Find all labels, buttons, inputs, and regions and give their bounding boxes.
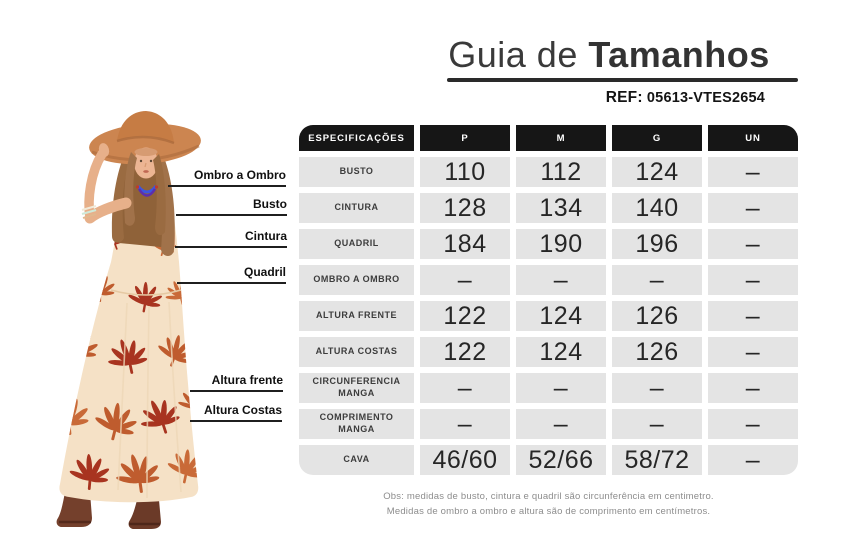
measure-label-busto: Busto: [176, 197, 287, 217]
cell-busto-un: –: [708, 157, 798, 187]
cell-busto-m: 112: [516, 157, 606, 187]
row-label-altura-frente: ALTURA FRENTE: [299, 301, 414, 331]
reference-value: 05613-VTES2654: [646, 90, 765, 107]
cell-busto-p: 110: [420, 157, 510, 187]
table-header-un: UN: [708, 125, 798, 151]
measure-label-ombro-a-ombro: Ombro a Ombro: [168, 168, 286, 188]
cell-comprimento-manga-p: –: [420, 409, 510, 439]
cell-comprimento-manga-m: –: [516, 409, 606, 439]
cell-altura-frente-un: –: [708, 301, 798, 331]
reference-line: REF: 05613-VTES2654: [420, 89, 798, 107]
cell-altura-costas-g: 126: [612, 337, 702, 367]
cell-circunferencia-manga-m: –: [516, 373, 606, 403]
cell-quadril-g: 196: [612, 229, 702, 259]
cell-quadril-un: –: [708, 229, 798, 259]
measure-label-cintura: Cintura: [175, 229, 287, 249]
cell-ombro-m: –: [516, 265, 606, 295]
table-header-g: G: [612, 125, 702, 151]
footnote-line-1: Obs: medidas de busto, cintura e quadril…: [383, 491, 714, 502]
measure-label-text: Altura frente: [211, 373, 283, 387]
cell-cintura-g: 140: [612, 193, 702, 223]
page-title-bold: Tamanhos: [588, 34, 770, 75]
cell-ombro-g: –: [612, 265, 702, 295]
cell-ombro-un: –: [708, 265, 798, 295]
cell-cava-m: 52/66: [516, 445, 606, 475]
table-header-especificacoes: ESPECIFICAÇÕES: [299, 125, 414, 151]
measure-label-altura-costas: Altura Costas: [190, 403, 282, 423]
cell-altura-costas-un: –: [708, 337, 798, 367]
measure-label-text: Cintura: [245, 229, 287, 243]
cell-quadril-m: 190: [516, 229, 606, 259]
row-label-cava: CAVA: [299, 445, 414, 475]
dress: [59, 197, 199, 503]
measure-label-text: Altura Costas: [203, 403, 282, 417]
cell-comprimento-manga-g: –: [612, 409, 702, 439]
raised-arm: [81, 143, 132, 224]
cell-altura-costas-m: 124: [516, 337, 606, 367]
table-header-p: P: [420, 125, 510, 151]
cell-circunferencia-manga-p: –: [420, 373, 510, 403]
row-label-quadril: QUADRIL: [299, 229, 414, 259]
cell-altura-frente-p: 122: [420, 301, 510, 331]
measure-label-text: Busto: [253, 197, 287, 211]
cell-altura-costas-p: 122: [420, 337, 510, 367]
reference-label: REF:: [605, 89, 643, 107]
footnotes: Obs: medidas de busto, cintura e quadril…: [299, 489, 798, 519]
necklace: [135, 185, 159, 197]
measure-label-altura-frente: Altura frente: [190, 373, 283, 393]
cell-circunferencia-manga-un: –: [708, 373, 798, 403]
row-label-circunferencia-manga: CIRCUNFERENCIA MANGA: [299, 373, 414, 403]
cell-ombro-p: –: [420, 265, 510, 295]
face: [134, 147, 158, 179]
cell-busto-g: 124: [612, 157, 702, 187]
row-label-comprimento-manga: COMPRIMENTO MANGA: [299, 409, 414, 439]
title-underline: [447, 78, 798, 83]
measure-label-text: Ombro a Ombro: [193, 168, 286, 182]
size-table: ESPECIFICAÇÕES P M G UN BUSTO 110 112 12…: [299, 125, 798, 475]
cell-cava-g: 58/72: [612, 445, 702, 475]
boots: [56, 492, 161, 529]
page-title: Guia de Tamanhos: [420, 34, 798, 75]
measure-label-quadril: Quadril: [177, 265, 286, 285]
cell-cava-p: 46/60: [420, 445, 510, 475]
page-title-regular: Guia de: [448, 34, 578, 75]
row-label-altura-costas: ALTURA COSTAS: [299, 337, 414, 367]
cell-altura-frente-m: 124: [516, 301, 606, 331]
model-photo: [56, 111, 201, 529]
title-block: Guia de Tamanhos REF: 05613-VTES2654: [420, 34, 798, 107]
footnote-line-2: Medidas de ombro a ombro e altura são de…: [386, 506, 711, 518]
cell-comprimento-manga-un: –: [708, 409, 798, 439]
cell-quadril-p: 184: [420, 229, 510, 259]
cell-circunferencia-manga-g: –: [612, 373, 702, 403]
row-label-cintura: CINTURA: [299, 193, 414, 223]
row-label-busto: BUSTO: [299, 157, 414, 187]
row-label-ombro-a-ombro: OMBRO A OMBRO: [299, 265, 414, 295]
cell-altura-frente-g: 126: [612, 301, 702, 331]
cell-cintura-un: –: [708, 193, 798, 223]
table-header-m: M: [516, 125, 606, 151]
cell-cava-un: –: [708, 445, 798, 475]
cell-cintura-m: 134: [516, 193, 606, 223]
measure-label-text: Quadril: [243, 265, 286, 279]
cell-cintura-p: 128: [420, 193, 510, 223]
